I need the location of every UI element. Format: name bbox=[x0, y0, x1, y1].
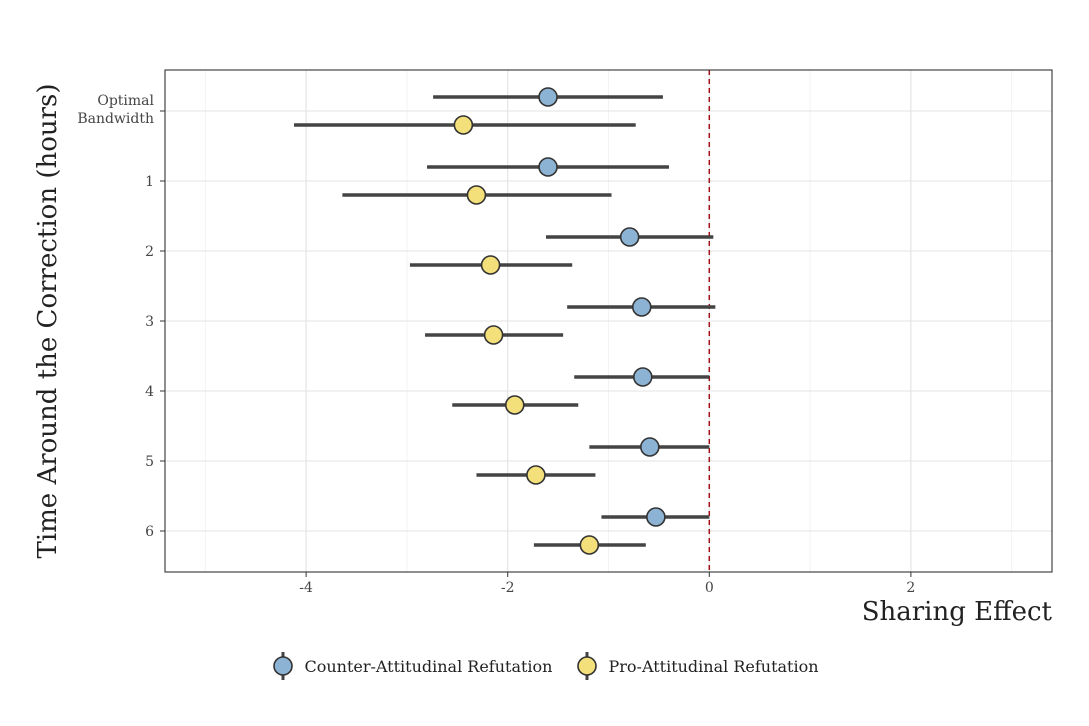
legend-swatch-pro bbox=[577, 656, 598, 676]
y-tick-label: 4 bbox=[145, 384, 154, 400]
x-tick-label: -4 bbox=[299, 580, 313, 596]
point bbox=[483, 325, 504, 345]
x-tick-label: 2 bbox=[906, 580, 915, 596]
y-tick-label-line: Optimal bbox=[97, 93, 154, 109]
point bbox=[526, 465, 546, 485]
legend-item-counter: Counter-Attitudinal Refutation bbox=[270, 651, 552, 681]
y-tick-label: 5 bbox=[145, 454, 154, 470]
point bbox=[538, 157, 558, 177]
point bbox=[480, 255, 501, 275]
y-tick-label-line: Bandwidth bbox=[77, 111, 154, 127]
point bbox=[646, 507, 666, 527]
point bbox=[632, 367, 653, 387]
y-tick-label: 6 bbox=[145, 524, 154, 540]
point bbox=[453, 115, 474, 135]
point bbox=[640, 437, 660, 457]
y-tick-label: 3 bbox=[145, 314, 154, 330]
y-tick-label: Optimal Bandwidth bbox=[77, 93, 154, 127]
point bbox=[579, 535, 600, 555]
point bbox=[631, 297, 652, 317]
point bbox=[619, 227, 640, 247]
point bbox=[504, 395, 525, 415]
legend-label-pro: Pro-Attitudinal Refutation bbox=[608, 656, 819, 676]
y-axis-title: Time Around the Correction (hours) bbox=[33, 83, 63, 558]
legend-label-counter: Counter-Attitudinal Refutation bbox=[304, 656, 553, 676]
point bbox=[466, 185, 487, 205]
point bbox=[538, 87, 558, 107]
legend: Counter-Attitudinal Refutation Pro-Attit… bbox=[0, 648, 1089, 684]
legend-swatch-counter bbox=[273, 656, 294, 676]
y-tick-label: 1 bbox=[145, 174, 154, 190]
legend-item-pro: Pro-Attitudinal Refutation bbox=[574, 651, 819, 681]
legend-key-pro bbox=[577, 652, 598, 680]
x-tick-label: -2 bbox=[501, 580, 515, 596]
plot-area: -4 -2 0 2 Optimal Bandwidth 1 2 3 4 5 6 Sharing Effe… bbox=[33, 69, 1053, 627]
legend-key-counter bbox=[273, 652, 294, 680]
x-axis-title: Sharing Effect bbox=[862, 597, 1053, 627]
x-tick-label: 0 bbox=[705, 580, 714, 596]
y-tick-label: 2 bbox=[145, 244, 154, 260]
